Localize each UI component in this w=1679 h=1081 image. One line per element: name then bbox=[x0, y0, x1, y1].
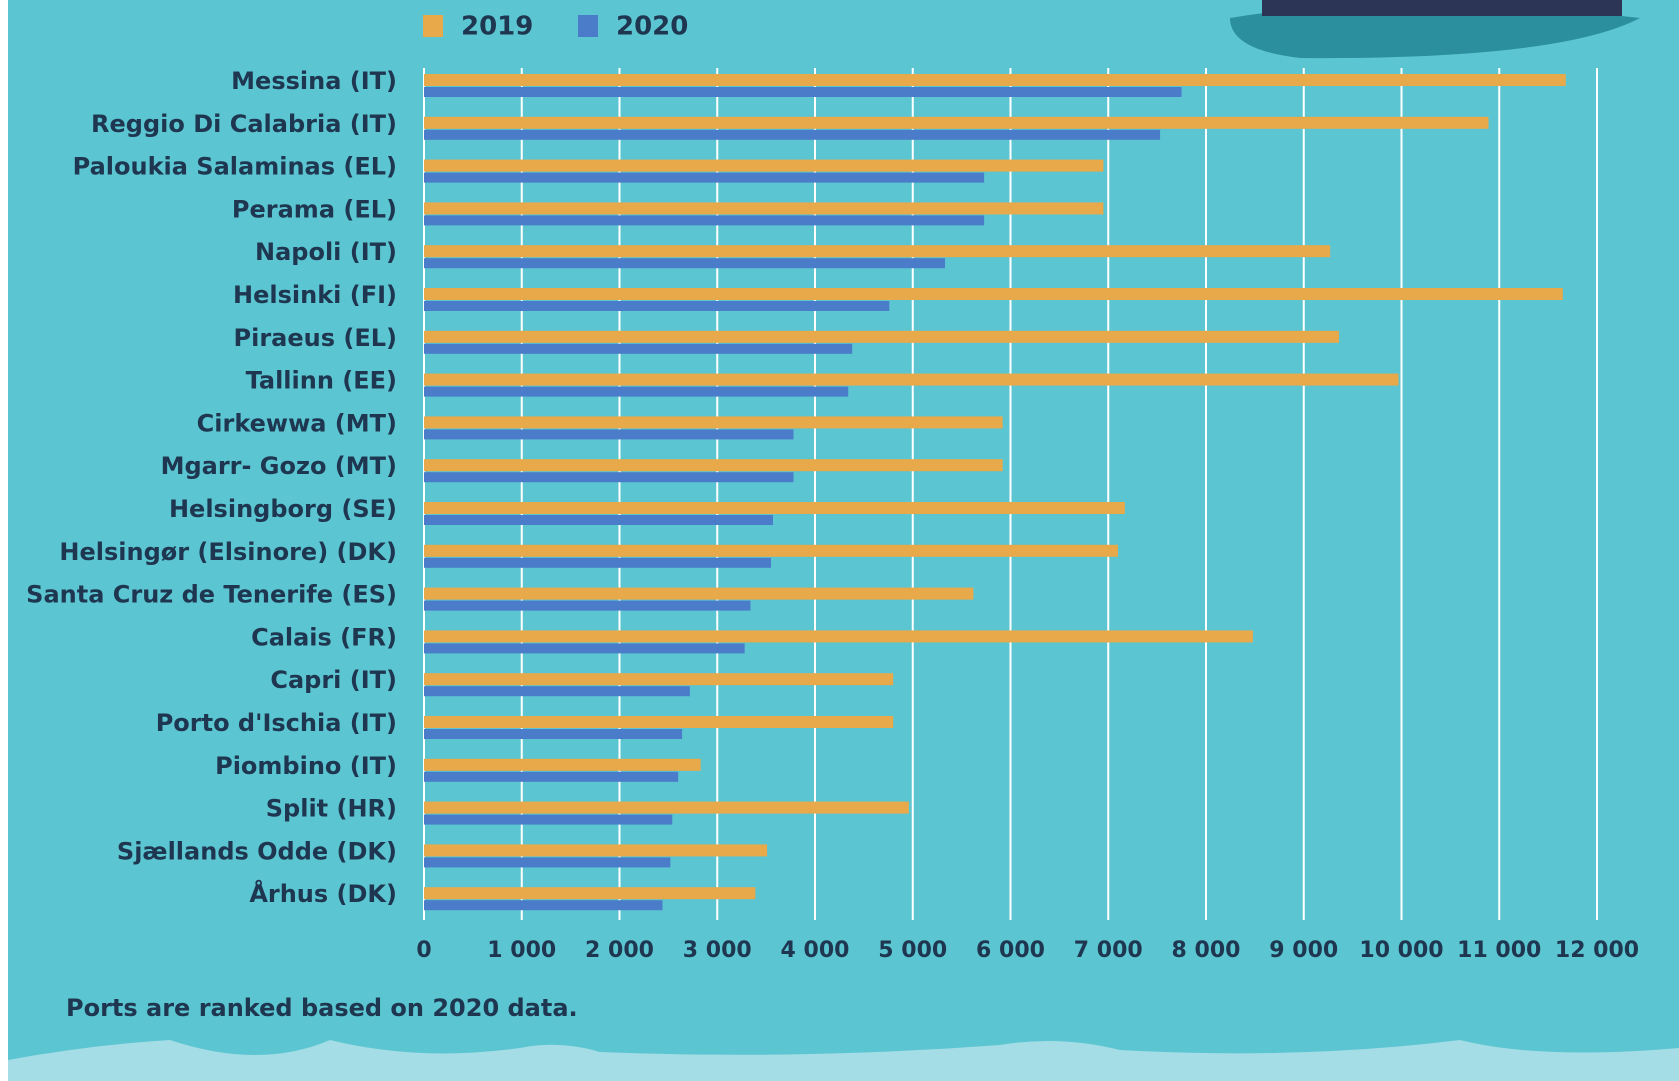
y-tick-label: Split (HR) bbox=[266, 795, 397, 823]
y-tick-label: Piombino (IT) bbox=[215, 752, 397, 780]
bar bbox=[424, 160, 1103, 172]
y-tick-label: Sjællands Odde (DK) bbox=[117, 837, 397, 865]
y-tick-label: Mgarr- Gozo (MT) bbox=[161, 452, 397, 480]
bar bbox=[424, 545, 1118, 557]
bar bbox=[424, 900, 663, 910]
bar bbox=[424, 387, 848, 397]
bar bbox=[424, 643, 745, 653]
bar bbox=[424, 515, 773, 525]
x-tick-label: 8 000 bbox=[1172, 938, 1241, 963]
bar bbox=[424, 459, 1003, 471]
bar bbox=[424, 588, 973, 600]
x-tick-label: 9 000 bbox=[1269, 938, 1338, 963]
x-tick-label: 6 000 bbox=[976, 938, 1045, 963]
bar bbox=[424, 215, 984, 225]
bar bbox=[424, 759, 701, 771]
y-tick-label: Capri (IT) bbox=[270, 666, 397, 694]
legend-label: 2019 bbox=[461, 12, 533, 42]
bar bbox=[424, 673, 893, 685]
bar bbox=[424, 87, 1182, 97]
bar bbox=[424, 130, 1160, 140]
bar bbox=[424, 117, 1488, 129]
x-tick-label: 11 000 bbox=[1457, 938, 1541, 963]
bar bbox=[424, 630, 1253, 642]
bar bbox=[424, 472, 793, 482]
bar bbox=[424, 857, 670, 867]
bar bbox=[424, 288, 1563, 300]
bar bbox=[424, 502, 1125, 514]
bar bbox=[424, 686, 690, 696]
bar bbox=[424, 815, 672, 825]
y-tick-label: Napoli (IT) bbox=[255, 238, 397, 266]
y-tick-label: Paloukia Salaminas (EL) bbox=[73, 153, 397, 181]
x-tick-label: 5 000 bbox=[878, 938, 947, 963]
x-tick-label: 0 bbox=[416, 938, 431, 963]
y-tick-label: Århus (DK) bbox=[249, 879, 397, 908]
bar bbox=[424, 729, 682, 739]
bar bbox=[424, 258, 945, 268]
y-tick-label: Messina (IT) bbox=[231, 67, 397, 95]
y-tick-label: Calais (FR) bbox=[251, 623, 397, 651]
x-tick-label: 7 000 bbox=[1074, 938, 1143, 963]
x-tick-label: 12 000 bbox=[1555, 938, 1639, 963]
y-tick-label: Helsingborg (SE) bbox=[169, 495, 397, 523]
x-tick-label: 10 000 bbox=[1359, 938, 1443, 963]
bar bbox=[424, 202, 1103, 214]
bar bbox=[424, 173, 984, 183]
y-tick-label: Reggio Di Calabria (IT) bbox=[91, 110, 397, 138]
bar bbox=[424, 74, 1566, 86]
bar bbox=[424, 416, 1003, 428]
chart: 0 1 000 2 000 3 000 4 000 5 000 6 000 7 000 8 00… bbox=[0, 0, 1679, 1081]
y-tick-label: Perama (EL) bbox=[232, 195, 397, 223]
x-tick-label: 4 000 bbox=[781, 938, 850, 963]
y-tick-label: Cirkewwa (MT) bbox=[197, 409, 397, 437]
page: {"chart_data": { "type": "bar", "orienta… bbox=[0, 0, 1679, 1081]
note: Ports are ranked based on 2020 data. bbox=[66, 994, 578, 1022]
y-tick-label: Santa Cruz de Tenerife (ES) bbox=[26, 581, 397, 609]
bar bbox=[424, 429, 793, 439]
bar bbox=[424, 245, 1330, 257]
bar bbox=[424, 331, 1339, 343]
legend-swatch bbox=[423, 15, 443, 37]
legend-label: 2020 bbox=[616, 12, 688, 42]
bar bbox=[424, 802, 909, 814]
bar bbox=[424, 558, 771, 568]
bar bbox=[424, 601, 750, 611]
bar bbox=[424, 772, 678, 782]
y-tick-label: Piraeus (EL) bbox=[234, 324, 397, 352]
y-tick-label: Helsinki (FI) bbox=[233, 281, 397, 309]
x-tick-label: 1 000 bbox=[487, 938, 556, 963]
y-tick-label: Tallinn (EE) bbox=[246, 367, 397, 395]
bar bbox=[424, 716, 893, 728]
bar bbox=[424, 301, 889, 311]
bar bbox=[424, 344, 852, 354]
bar bbox=[424, 374, 1399, 386]
legend-swatch bbox=[578, 15, 598, 37]
bar bbox=[424, 887, 755, 899]
y-tick-label: Porto d'Ischia (IT) bbox=[156, 709, 397, 737]
ship bbox=[1262, 0, 1622, 16]
x-tick-label: 2 000 bbox=[585, 938, 654, 963]
x-tick-label: 3 000 bbox=[683, 938, 752, 963]
bar bbox=[424, 844, 767, 856]
y-tick-label: Helsingør (Elsinore) (DK) bbox=[59, 538, 397, 566]
